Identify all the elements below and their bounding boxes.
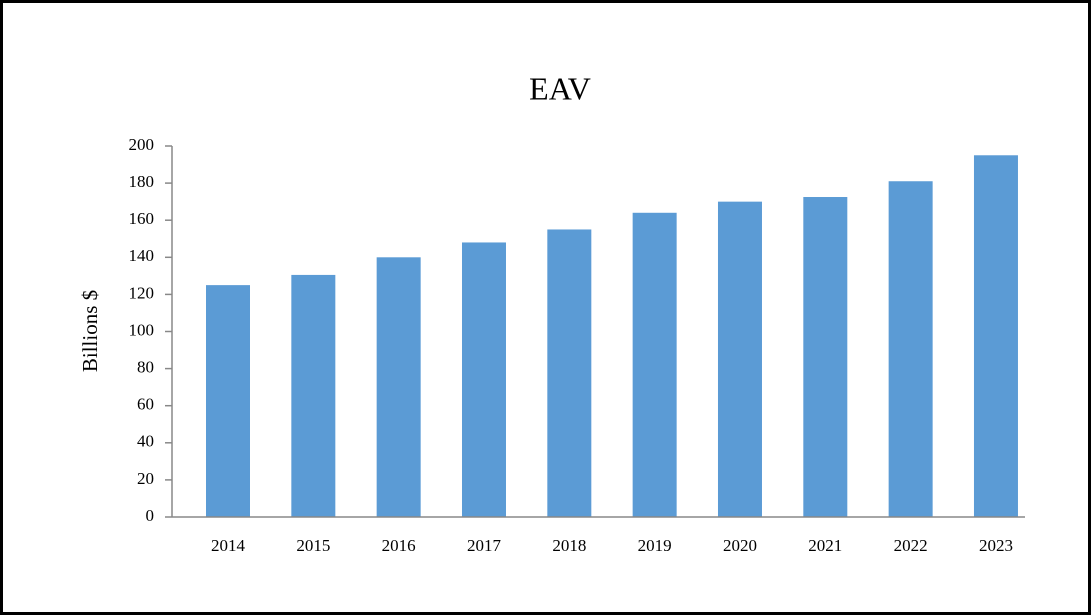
bar [717,201,762,517]
bar [632,212,677,517]
y-tick-label: 80 [137,358,154,377]
y-tick-label: 40 [137,432,154,451]
y-tick-label: 60 [137,395,154,414]
x-tick-label: 2015 [296,536,330,555]
bar [973,155,1018,517]
y-tick-label: 140 [129,246,155,265]
bar [461,242,506,517]
chart-title: EAV [529,70,591,106]
y-tick-label: 20 [137,469,154,488]
bar [206,285,250,517]
x-tick-label: 2020 [723,536,757,555]
x-tick-label: 2019 [638,536,672,555]
y-tick-label: 120 [129,283,155,302]
x-tick-label: 2014 [211,536,246,555]
bar [291,274,336,517]
bar [888,181,933,517]
y-tick-label: 200 [129,135,155,154]
y-axis-label: Billions $ [78,290,102,372]
x-tick-label: 2018 [552,536,586,555]
bar [803,197,848,517]
x-tick-label: 2016 [382,536,416,555]
y-tick-label: 100 [129,320,155,339]
y-tick-label: 0 [146,506,155,525]
bar [547,229,592,517]
x-tick-label: 2023 [979,536,1013,555]
x-tick-label: 2021 [808,536,842,555]
y-tick-label: 160 [129,209,155,228]
x-tick-label: 2022 [894,536,928,555]
x-tick-label: 2017 [467,536,502,555]
bar [376,257,421,517]
y-tick-label: 180 [129,172,155,191]
